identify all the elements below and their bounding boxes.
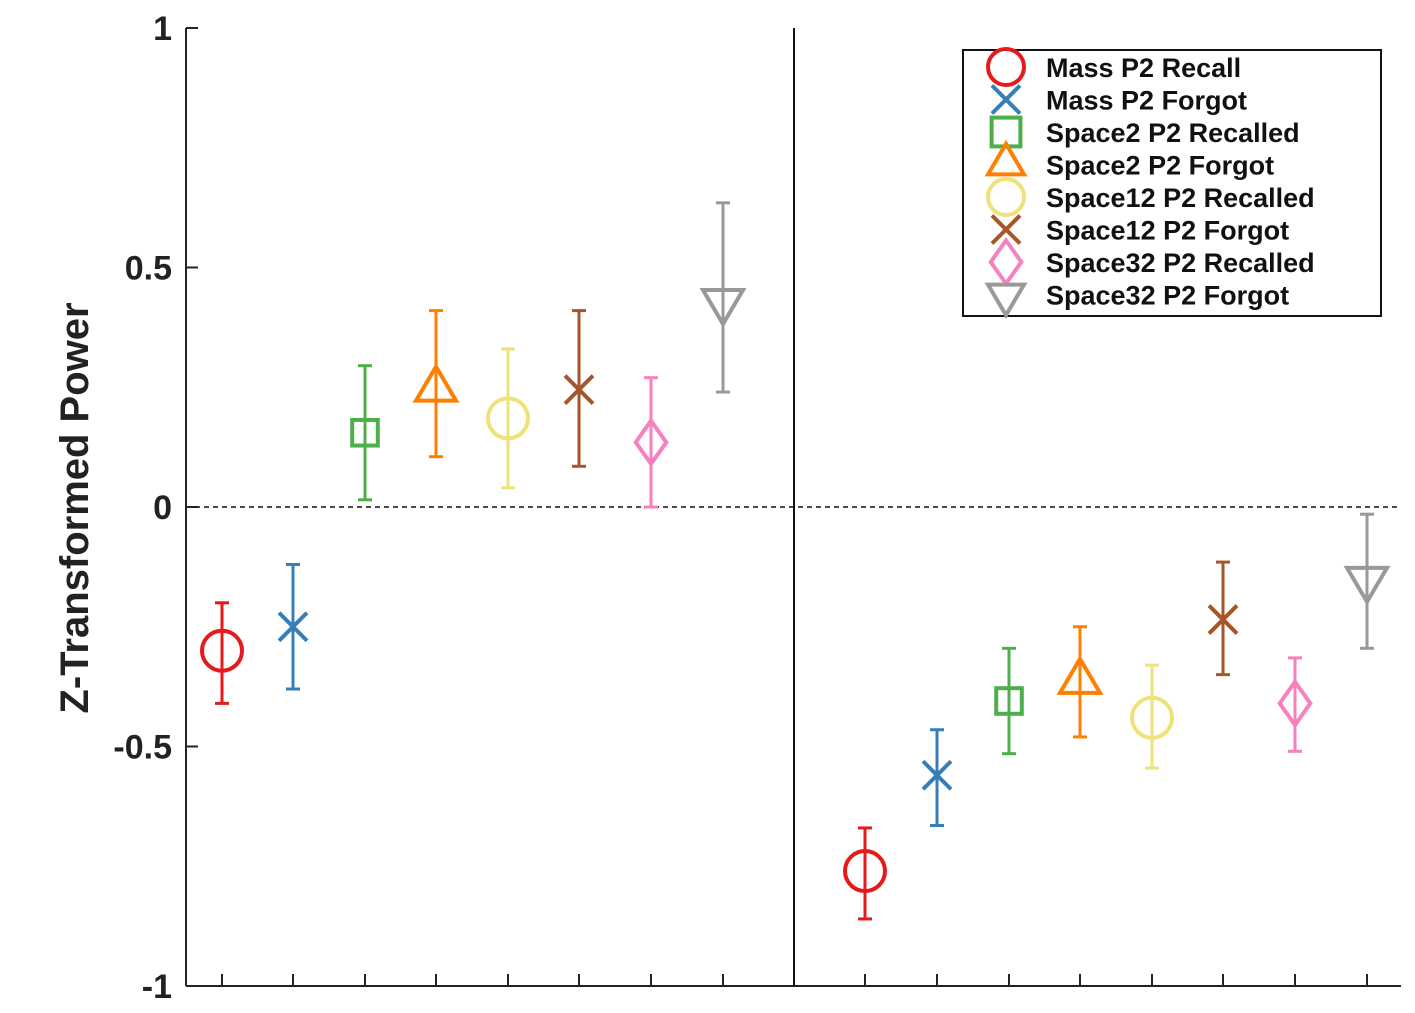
data-point-space32-p2-forgot <box>1343 512 1391 650</box>
data-point-space2-p2-forgot <box>1056 625 1104 739</box>
data-point-space12-p2-forgot <box>1207 560 1239 677</box>
marker-x <box>277 611 309 643</box>
legend-box <box>962 49 1382 317</box>
y-tick-label: 1 <box>153 10 172 48</box>
data-point-space12-p2-recalled <box>1130 663 1174 770</box>
marker-circle <box>486 396 530 441</box>
legend-label: Mass P2 Recall <box>1046 53 1241 83</box>
legend-item: Mass P2 Recall <box>986 47 1241 87</box>
axes <box>185 27 1401 987</box>
data-point-space32-p2-forgot <box>699 201 747 394</box>
y-axis-label: Z-Transformed Power <box>53 302 97 713</box>
y-tick-label: 0.5 <box>125 250 172 288</box>
legend-label: Space2 P2 Recalled <box>1046 118 1300 148</box>
marker-circle <box>843 849 887 894</box>
marker-x <box>563 374 595 406</box>
y-tick-label: -0.5 <box>113 729 172 767</box>
marker-x <box>990 214 1022 245</box>
marker-triangle-down <box>1343 565 1391 606</box>
marker-circle <box>986 47 1026 87</box>
data-point-space12-p2-recalled <box>486 347 530 490</box>
data-point-space32-p2-recalled <box>1277 656 1313 753</box>
legend-item: Space32 P2 Recalled <box>988 236 1315 288</box>
marker-square <box>994 686 1024 716</box>
legend-label: Space12 P2 Forgot <box>1046 216 1289 246</box>
legend-label: Space12 P2 Recalled <box>1046 183 1315 213</box>
marker-triangle-down <box>699 288 747 328</box>
marker-triangle-down <box>984 282 1028 320</box>
marker-triangle-up <box>1056 654 1104 695</box>
data-point-space2-p2-recalled <box>350 364 380 502</box>
data-point-space12-p2-forgot <box>563 309 595 468</box>
marker-triangle-up <box>412 362 460 403</box>
legend-label: Space32 P2 Forgot <box>1046 281 1289 311</box>
marker-x <box>921 759 953 791</box>
y-tick-label: -1 <box>142 968 172 1006</box>
legend-item: Space32 P2 Forgot <box>984 281 1289 320</box>
data-point-mass-p2-recall <box>200 601 244 705</box>
legend-item: Space12 P2 Forgot <box>990 214 1289 246</box>
legend-label: Mass P2 Forgot <box>1046 86 1247 116</box>
legend-item: Space12 P2 Recalled <box>986 177 1315 217</box>
legend-label: Space32 P2 Recalled <box>1046 248 1315 278</box>
y-tick-labels: -1 -0.5 0 0.5 1 <box>113 10 172 1006</box>
data-point-mass-p2-forgot <box>277 562 309 691</box>
marker-circle <box>986 177 1026 217</box>
legend-item: Mass P2 Forgot <box>990 84 1247 116</box>
data-point-space2-p2-forgot <box>412 309 460 459</box>
marker-square <box>350 417 380 448</box>
marker-circle <box>1130 695 1174 740</box>
data-point-mass-p2-forgot <box>921 728 953 828</box>
data-point-space32-p2-recalled <box>633 376 669 509</box>
data-point-space2-p2-recalled <box>994 646 1024 756</box>
legend-label: Space2 P2 Forgot <box>1046 151 1274 181</box>
marker-x <box>1207 604 1239 635</box>
data-marks <box>200 201 1391 921</box>
y-tick-label: 0 <box>153 489 172 527</box>
marker-circle <box>200 628 244 673</box>
marker-diamond <box>633 417 669 468</box>
marker-triangle-up <box>984 139 1028 177</box>
legend-item: Space2 P2 Recalled <box>989 115 1300 149</box>
marker-x <box>990 84 1022 115</box>
legend-item: Space2 P2 Forgot <box>984 139 1274 181</box>
marker-diamond <box>1277 678 1313 729</box>
data-point-mass-p2-recall <box>843 826 887 921</box>
